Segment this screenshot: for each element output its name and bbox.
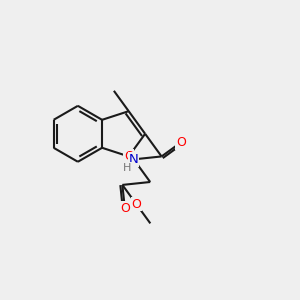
Text: H: H <box>123 163 131 172</box>
Text: O: O <box>131 198 141 211</box>
Text: O: O <box>176 136 186 149</box>
Text: O: O <box>124 150 134 163</box>
Text: O: O <box>120 202 130 215</box>
Text: N: N <box>129 153 139 166</box>
